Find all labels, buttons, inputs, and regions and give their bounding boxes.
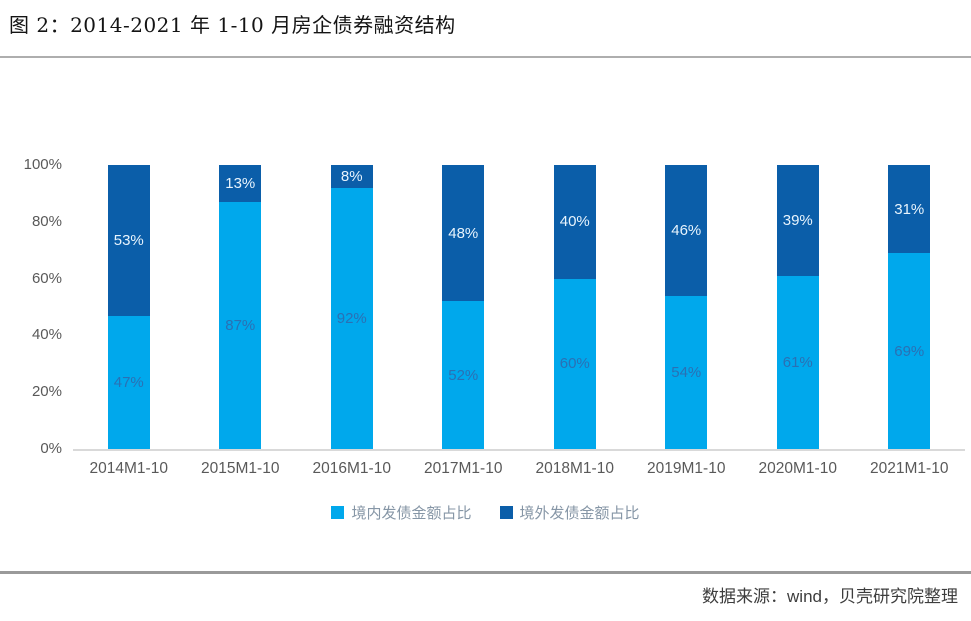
x-axis-label: 2019M1-10 — [647, 460, 726, 477]
bar-2020M1-10: 39% 61% — [742, 165, 854, 449]
x-axis-label: 2017M1-10 — [424, 460, 503, 477]
data-label: 69% — [894, 342, 925, 360]
x-axis-label: 2016M1-10 — [312, 460, 391, 477]
domestic-segment: 87% — [219, 201, 262, 449]
data-label: 61% — [782, 353, 813, 371]
y-axis-tick-label: 80% — [31, 212, 62, 230]
title-divider — [0, 56, 971, 58]
y-axis-tick-label: 60% — [31, 269, 62, 287]
legend-item: 境内发债金额占比 — [331, 502, 472, 523]
stacked-bar: 40% 60% — [553, 165, 596, 449]
legend-label: 境内发债金额占比 — [351, 505, 472, 522]
x-axis-label: 2021M1-10 — [870, 460, 949, 477]
data-label: 39% — [782, 211, 813, 229]
x-axis: 2014M1-10 2015M1-10 2016M1-10 2017M1-10 2018… — [73, 460, 965, 478]
overseas-segment: 31% — [888, 165, 931, 254]
legend-swatch-icon — [331, 506, 345, 519]
bar-2021M1-10: 31% 69% — [854, 165, 966, 449]
data-label: 46% — [671, 221, 702, 239]
data-label: 47% — [113, 373, 144, 391]
overseas-segment: 53% — [107, 165, 150, 316]
data-label: 52% — [448, 366, 479, 384]
domestic-segment: 69% — [888, 253, 931, 449]
stacked-bar: 46% 54% — [665, 165, 708, 449]
domestic-segment: 92% — [330, 187, 373, 449]
x-axis-label: 2015M1-10 — [201, 460, 280, 477]
overseas-segment: 46% — [665, 165, 708, 296]
bars-container: 53% 47% 13% 87% 8% 92% 48% 52% 40% 60% 46% 54% 39% 61… — [73, 165, 965, 449]
stacked-bar: 39% 61% — [776, 165, 819, 449]
stacked-bar: 31% 69% — [888, 165, 931, 449]
data-label: 53% — [113, 231, 144, 249]
bar-2016M1-10: 8% 92% — [296, 165, 408, 449]
y-axis-tick-label: 40% — [31, 326, 62, 344]
domestic-segment: 52% — [442, 301, 485, 449]
x-axis-label: 2014M1-10 — [89, 460, 168, 477]
domestic-segment: 47% — [107, 315, 150, 449]
overseas-segment: 8% — [330, 165, 373, 188]
footer-divider — [0, 571, 971, 574]
data-label: 92% — [336, 309, 367, 327]
overseas-segment: 39% — [776, 165, 819, 276]
y-axis-tick-label: 20% — [31, 383, 62, 401]
overseas-segment: 40% — [553, 165, 596, 279]
data-label: 13% — [225, 174, 256, 192]
data-label: 48% — [448, 224, 479, 242]
data-label: 87% — [225, 316, 256, 334]
stacked-bar: 8% 92% — [330, 165, 373, 449]
bar-2014M1-10: 53% 47% — [73, 165, 185, 449]
data-label: 60% — [559, 355, 590, 373]
x-axis-label: 2018M1-10 — [535, 460, 614, 477]
y-axis: 0% 20% 40% 60% 80% 100% — [0, 156, 62, 457]
stacked-bar: 48% 52% — [442, 165, 485, 449]
x-axis-label: 2020M1-10 — [758, 460, 837, 477]
overseas-segment: 13% — [219, 165, 262, 202]
stacked-bar: 53% 47% — [107, 165, 150, 449]
stacked-bar: 13% 87% — [219, 165, 262, 449]
bar-2015M1-10: 13% 87% — [185, 165, 297, 449]
legend: 境内发债金额占比 境外发债金额占比 — [0, 502, 971, 523]
data-label: 40% — [559, 213, 590, 231]
data-label: 31% — [894, 200, 925, 218]
domestic-segment: 61% — [776, 275, 819, 449]
legend-label: 境外发债金额占比 — [519, 505, 640, 522]
overseas-segment: 48% — [442, 165, 485, 302]
bar-2019M1-10: 46% 54% — [631, 165, 743, 449]
bar-2017M1-10: 48% 52% — [408, 165, 520, 449]
y-axis-tick-label: 100% — [23, 156, 62, 173]
data-label: 54% — [671, 363, 702, 381]
legend-item: 境外发债金额占比 — [499, 502, 640, 523]
data-label: 8% — [340, 167, 363, 185]
bar-2018M1-10: 40% 60% — [519, 165, 631, 449]
legend-swatch-icon — [499, 506, 513, 519]
domestic-segment: 54% — [665, 295, 708, 449]
data-source: 数据来源：wind，贝壳研究院整理 — [702, 587, 958, 606]
figure-title: 图 2：2014-2021 年 1-10 月房企债券融资结构 — [9, 13, 456, 37]
plot-area: 53% 47% 13% 87% 8% 92% 48% 52% 40% 60% 46% 54% 39% 61… — [73, 165, 965, 451]
domestic-segment: 60% — [553, 278, 596, 449]
y-axis-tick-label: 0% — [40, 440, 62, 457]
